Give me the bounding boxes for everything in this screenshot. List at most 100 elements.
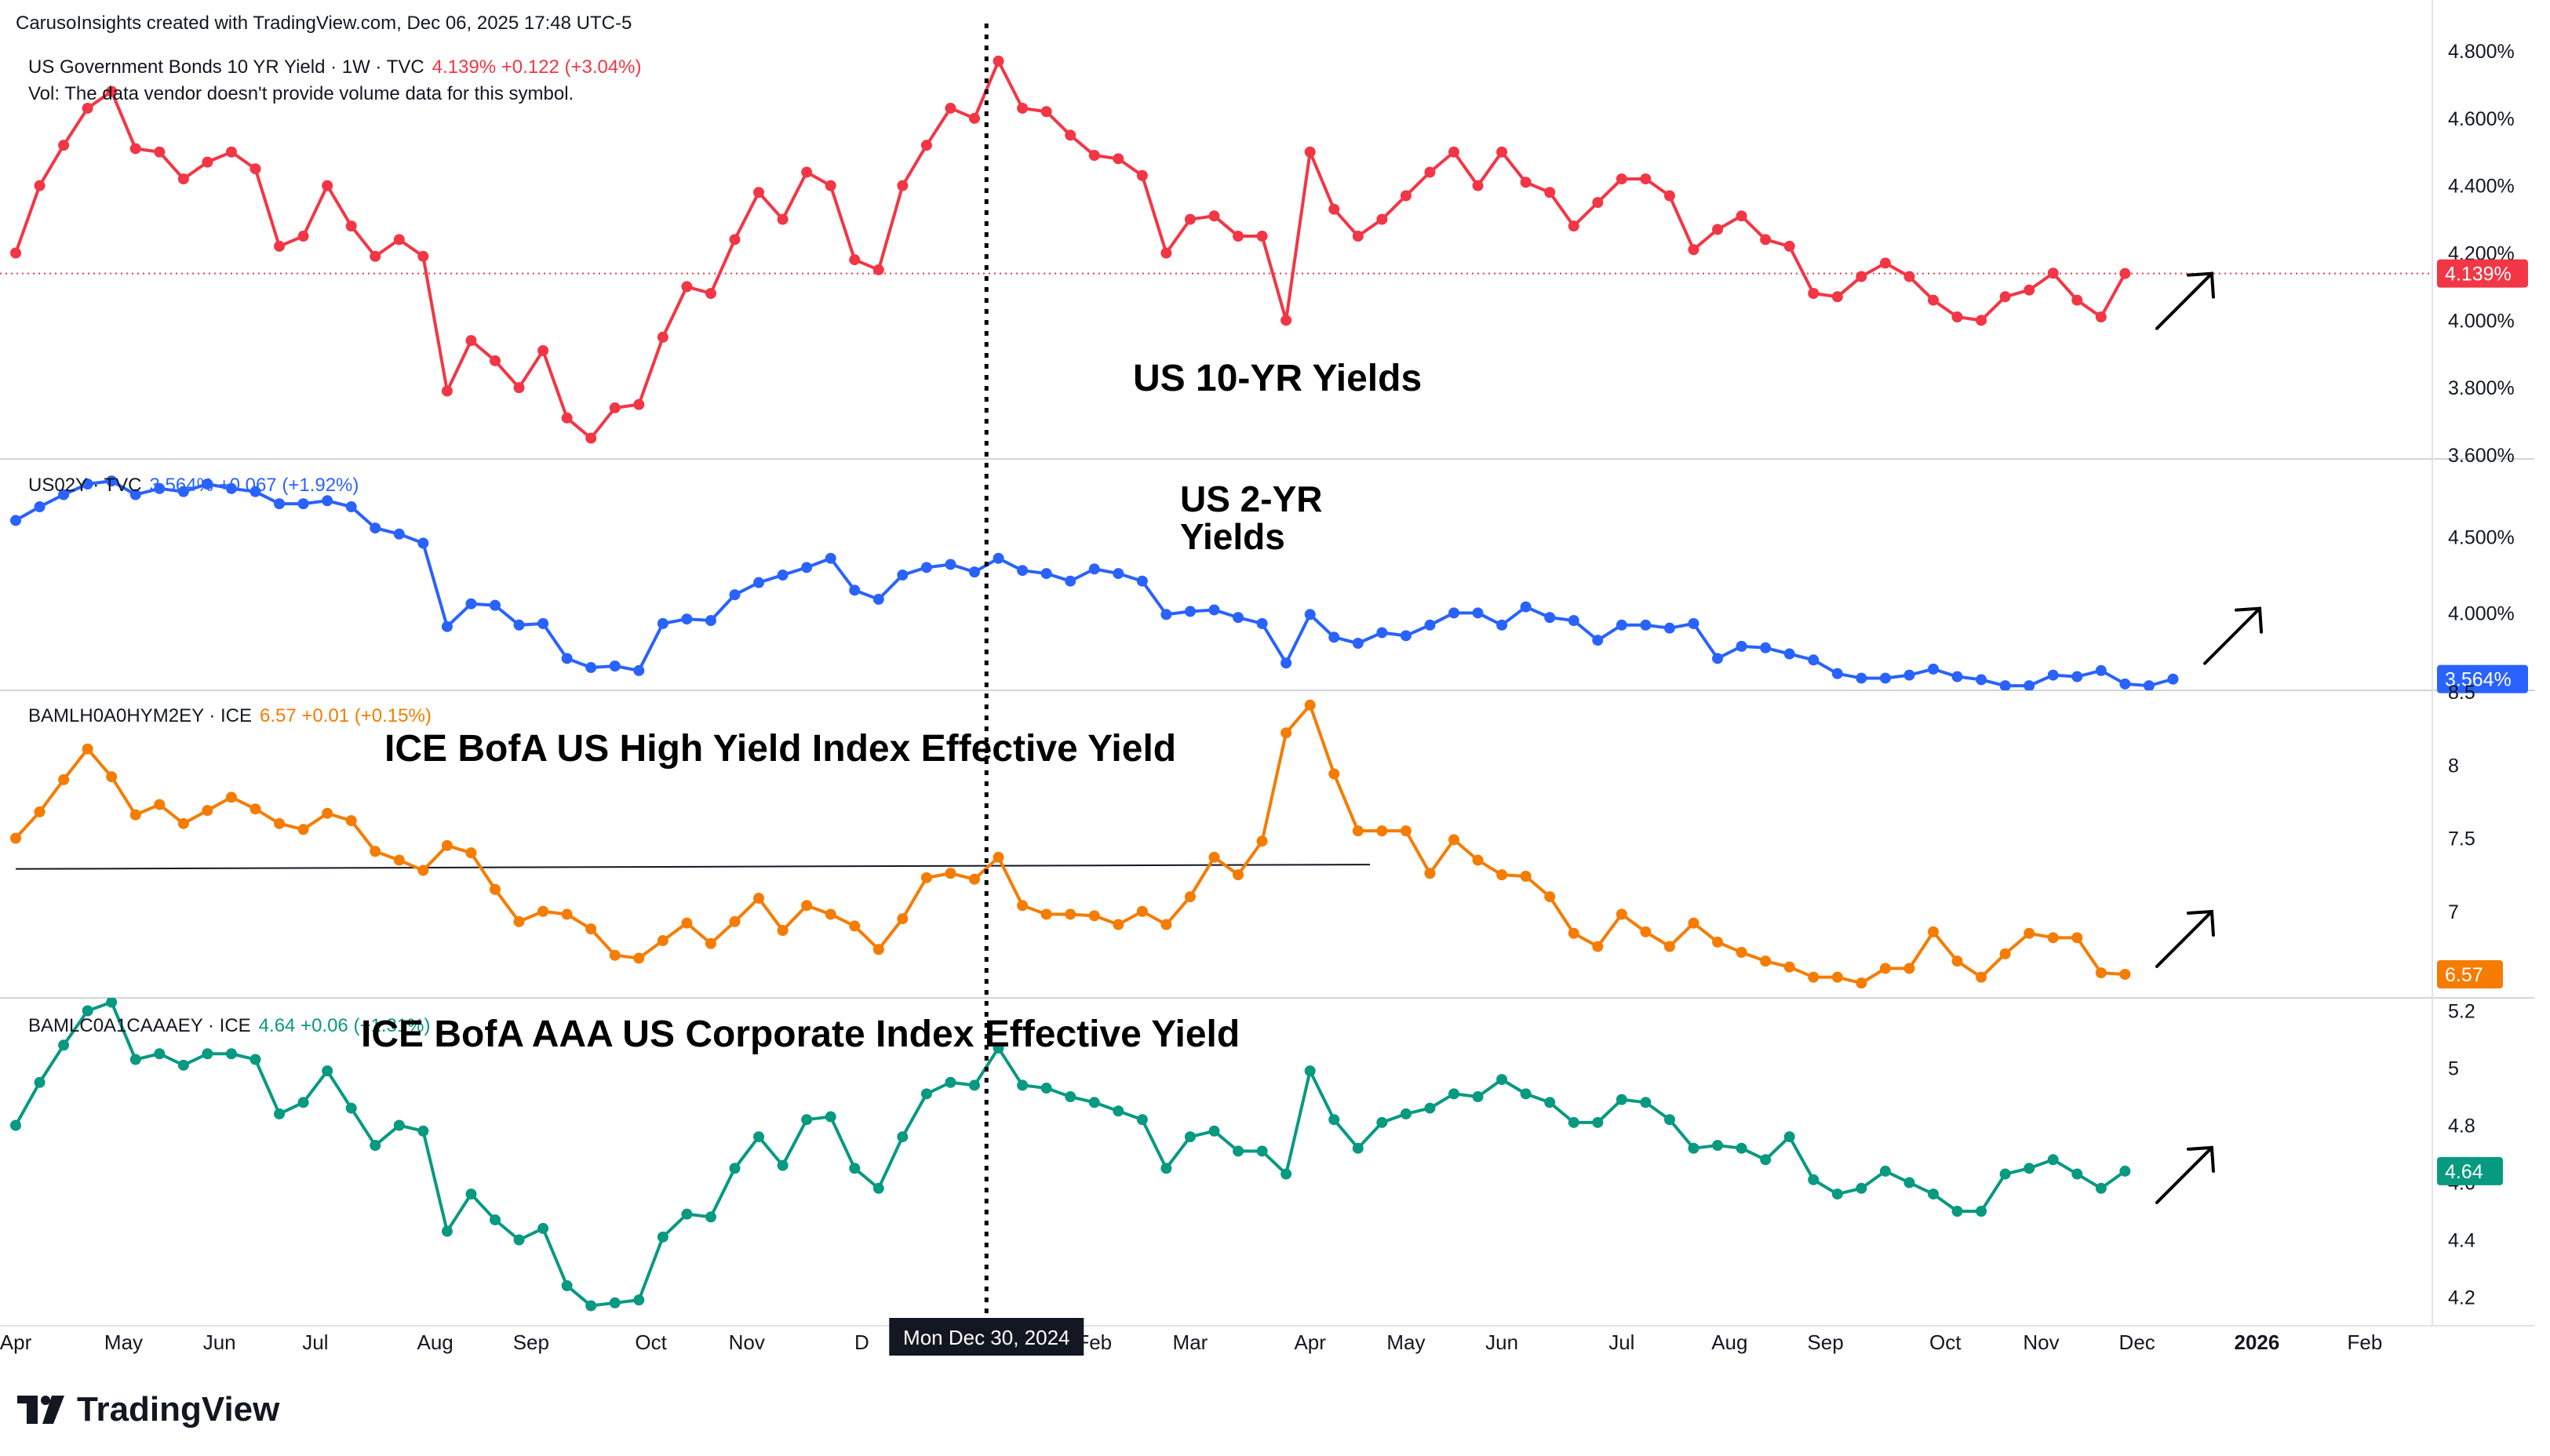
data-point bbox=[177, 817, 189, 829]
data-point bbox=[1256, 617, 1268, 629]
data-point bbox=[1568, 615, 1579, 626]
data-point bbox=[1376, 213, 1388, 225]
series-line bbox=[14, 59, 2127, 440]
data-point bbox=[849, 254, 861, 266]
data-point bbox=[82, 1005, 93, 1017]
data-point bbox=[1712, 653, 1724, 664]
tradingview-logo[interactable]: TradingView bbox=[17, 1390, 279, 1429]
data-point bbox=[1352, 231, 1364, 242]
data-point bbox=[1400, 630, 1412, 642]
data-point bbox=[537, 905, 549, 917]
data-point bbox=[1688, 917, 1699, 929]
data-point bbox=[154, 482, 166, 494]
data-point bbox=[1256, 1145, 1268, 1157]
data-point bbox=[1280, 657, 1292, 669]
data-point bbox=[1400, 825, 1412, 837]
y-tick-label: 4.000% bbox=[2448, 310, 2515, 332]
data-point bbox=[1663, 622, 1675, 634]
data-point bbox=[825, 908, 836, 920]
data-point bbox=[370, 846, 381, 857]
data-point bbox=[465, 598, 477, 610]
data-point bbox=[681, 917, 693, 929]
data-point bbox=[297, 824, 309, 835]
data-point bbox=[177, 173, 189, 185]
pane3-values: 6.57 +0.01 (+0.15%) bbox=[260, 705, 432, 726]
data-point bbox=[345, 1102, 357, 1114]
data-point bbox=[250, 803, 261, 815]
data-point bbox=[585, 1300, 597, 1312]
data-point bbox=[2024, 680, 2035, 690]
data-point bbox=[993, 55, 1004, 67]
data-point bbox=[1592, 1116, 1604, 1128]
data-point bbox=[1831, 971, 1843, 983]
data-point bbox=[1233, 612, 1244, 624]
data-point bbox=[2047, 1154, 2059, 1166]
data-point bbox=[1663, 190, 1675, 202]
data-point bbox=[417, 250, 429, 262]
data-point bbox=[777, 570, 789, 581]
data-point bbox=[561, 412, 573, 424]
pane1-volume-note: Vol: The data vendor doesn't provide vol… bbox=[28, 83, 574, 104]
data-point bbox=[129, 1054, 141, 1065]
data-point bbox=[1065, 908, 1076, 920]
data-point bbox=[129, 489, 141, 500]
data-point bbox=[1544, 1097, 1556, 1108]
data-point bbox=[1783, 240, 1795, 252]
data-point bbox=[1160, 1163, 1172, 1174]
data-point bbox=[1976, 971, 1987, 983]
data-point bbox=[1640, 926, 1652, 937]
data-point bbox=[2095, 664, 2107, 676]
data-point bbox=[561, 1279, 573, 1291]
data-point bbox=[1783, 961, 1795, 973]
data-point bbox=[1113, 153, 1124, 165]
pane-2-group: 4.000% 4.500% 3.564% bbox=[10, 475, 2528, 693]
data-point bbox=[920, 562, 932, 573]
x-tick-label: Aug bbox=[1711, 1330, 1747, 1354]
x-tick-label: Apr bbox=[0, 1330, 32, 1354]
data-point bbox=[1520, 870, 1532, 882]
y-tick-label: 4.4 bbox=[2448, 1230, 2475, 1252]
data-point bbox=[417, 537, 429, 549]
y-tick-label: 5 bbox=[2448, 1058, 2459, 1080]
data-point bbox=[1472, 607, 1484, 619]
data-point bbox=[202, 479, 213, 490]
x-tick-label: Oct bbox=[1929, 1330, 1962, 1354]
data-point bbox=[729, 589, 741, 601]
pane4-symbol: BAMLC0A1CAAAEY · ICE bbox=[28, 1015, 251, 1036]
data-point bbox=[225, 1048, 237, 1060]
x-tick-label: Nov bbox=[729, 1330, 765, 1354]
data-point bbox=[872, 1182, 884, 1194]
data-point bbox=[1568, 927, 1579, 939]
pane1-symbol: US Government Bonds 10 YR Yield · 1W · T… bbox=[28, 56, 424, 78]
arrow-annotation bbox=[2155, 271, 2215, 330]
data-point bbox=[1736, 1142, 1747, 1154]
data-point bbox=[1233, 231, 1244, 242]
x-tick-label: Aug bbox=[417, 1330, 453, 1354]
y-tick-label: 4.500% bbox=[2448, 527, 2515, 549]
data-point bbox=[250, 163, 261, 175]
y-tick-label: 7 bbox=[2448, 901, 2459, 923]
data-point bbox=[274, 817, 286, 829]
data-point bbox=[1065, 129, 1076, 141]
data-point bbox=[1352, 1142, 1364, 1154]
data-point bbox=[1328, 203, 1340, 215]
data-point bbox=[945, 559, 956, 570]
data-point bbox=[777, 213, 789, 225]
data-point bbox=[34, 180, 46, 191]
data-point bbox=[1017, 900, 1029, 912]
data-point bbox=[1976, 674, 1987, 686]
data-point bbox=[82, 743, 93, 755]
data-point bbox=[1856, 1182, 1867, 1194]
y-tick-label: 4.800% bbox=[2448, 41, 2515, 63]
data-point bbox=[202, 805, 213, 817]
last-value-text: 4.64 bbox=[2445, 1161, 2483, 1183]
pane1-legend: US Government Bonds 10 YR Yield · 1W · T… bbox=[28, 56, 650, 78]
data-point bbox=[2024, 927, 2035, 939]
credit-line: CarusoInsights created with TradingView.… bbox=[16, 13, 632, 34]
data-point bbox=[1448, 834, 1459, 846]
data-point bbox=[1472, 854, 1484, 866]
data-point bbox=[1976, 1206, 1987, 1217]
data-point bbox=[1879, 672, 1891, 684]
data-point bbox=[1352, 638, 1364, 649]
